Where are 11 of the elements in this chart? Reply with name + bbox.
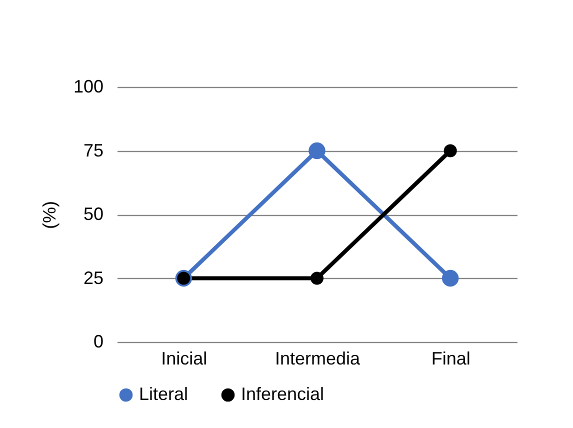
y-tick-label: 0 — [93, 332, 104, 352]
y-tick-label: 75 — [83, 140, 104, 160]
y-axis-title: (%) — [39, 201, 60, 229]
y-tick-label: 50 — [83, 204, 104, 224]
x-tick-label: Final — [431, 348, 470, 368]
legend-label: Inferencial — [241, 384, 324, 404]
x-tick-label: Intermedia — [274, 348, 362, 368]
y-tick-label: 100 — [73, 76, 104, 96]
x-tick-label: Inicial — [161, 348, 208, 368]
y-tick-label: 25 — [83, 268, 104, 288]
legend-label: Literal — [139, 384, 188, 404]
